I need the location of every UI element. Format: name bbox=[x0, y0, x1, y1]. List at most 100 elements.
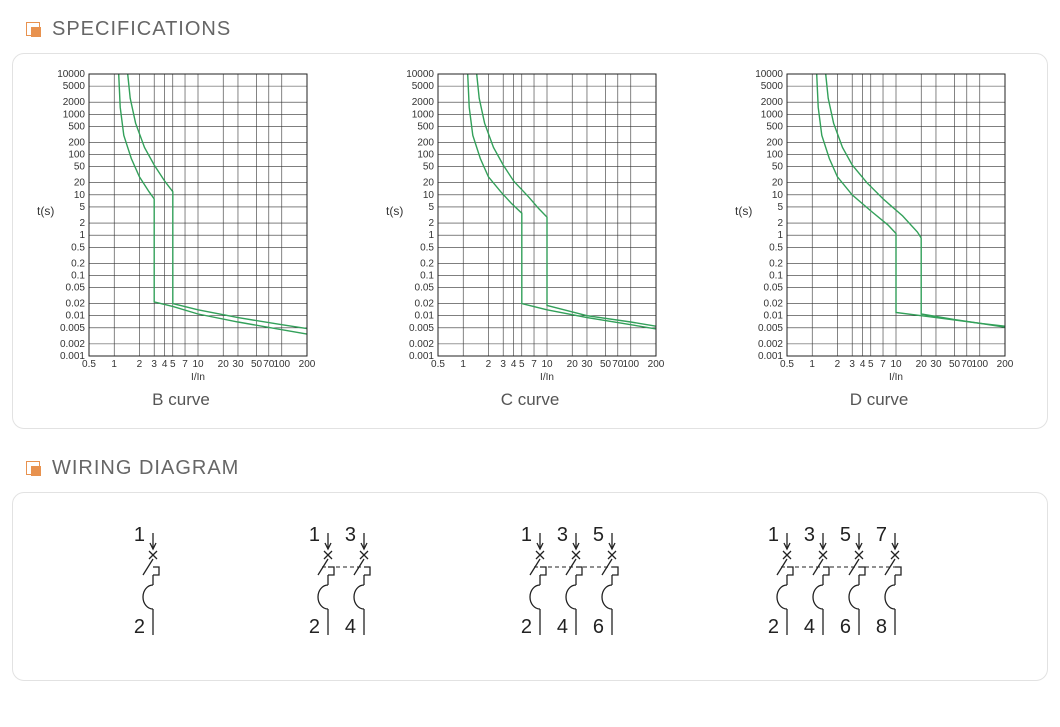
svg-text:20: 20 bbox=[772, 178, 784, 189]
svg-text:5: 5 bbox=[428, 202, 434, 213]
svg-text:30: 30 bbox=[232, 359, 244, 370]
svg-text:200: 200 bbox=[417, 137, 434, 148]
svg-text:3: 3 bbox=[804, 527, 815, 546]
svg-text:100: 100 bbox=[622, 359, 639, 370]
svg-text:10000: 10000 bbox=[57, 69, 85, 80]
svg-text:500: 500 bbox=[766, 121, 783, 132]
svg-text:0.05: 0.05 bbox=[764, 283, 784, 294]
svg-text:2: 2 bbox=[768, 616, 779, 638]
svg-text:6: 6 bbox=[840, 616, 851, 638]
svg-text:10000: 10000 bbox=[406, 69, 434, 80]
svg-text:0.5: 0.5 bbox=[420, 242, 434, 253]
svg-text:5: 5 bbox=[868, 359, 874, 370]
svg-text:0.005: 0.005 bbox=[409, 323, 434, 334]
svg-text:200: 200 bbox=[997, 359, 1014, 370]
svg-text:3: 3 bbox=[849, 359, 855, 370]
bullet-icon bbox=[26, 22, 42, 38]
chart-caption: D curve bbox=[850, 390, 909, 410]
svg-text:50: 50 bbox=[949, 359, 961, 370]
svg-text:2000: 2000 bbox=[63, 97, 86, 108]
svg-text:0.05: 0.05 bbox=[66, 283, 86, 294]
chart-caption: C curve bbox=[501, 390, 560, 410]
svg-text:100: 100 bbox=[68, 150, 85, 161]
svg-text:1: 1 bbox=[134, 527, 145, 546]
svg-text:6: 6 bbox=[593, 616, 604, 638]
trip-curve-chart: 0.0010.0020.0050.010.020.050.10.20.51251… bbox=[729, 68, 1029, 384]
svg-text:500: 500 bbox=[68, 121, 85, 132]
wiring-symbol: 12 bbox=[125, 527, 193, 647]
svg-text:50: 50 bbox=[74, 162, 86, 173]
svg-text:30: 30 bbox=[930, 359, 942, 370]
svg-text:5: 5 bbox=[840, 527, 851, 546]
svg-text:t(s): t(s) bbox=[735, 204, 752, 218]
svg-text:5000: 5000 bbox=[761, 81, 784, 92]
svg-text:200: 200 bbox=[68, 137, 85, 148]
svg-text:7: 7 bbox=[880, 359, 886, 370]
svg-text:0.5: 0.5 bbox=[71, 242, 85, 253]
svg-text:2: 2 bbox=[835, 359, 841, 370]
svg-text:5000: 5000 bbox=[412, 81, 435, 92]
svg-text:0.01: 0.01 bbox=[415, 311, 435, 322]
svg-text:4: 4 bbox=[804, 616, 815, 638]
svg-text:200: 200 bbox=[648, 359, 665, 370]
specifications-title: SPECIFICATIONS bbox=[52, 18, 231, 41]
svg-text:10: 10 bbox=[890, 359, 902, 370]
svg-text:0.1: 0.1 bbox=[769, 270, 783, 281]
svg-text:0.05: 0.05 bbox=[415, 283, 435, 294]
specifications-panel: 0.0010.0020.0050.010.020.050.10.20.51251… bbox=[12, 53, 1048, 429]
svg-text:3: 3 bbox=[500, 359, 506, 370]
svg-text:0.1: 0.1 bbox=[420, 270, 434, 281]
svg-text:1: 1 bbox=[777, 230, 783, 241]
svg-text:50: 50 bbox=[772, 162, 784, 173]
svg-text:4: 4 bbox=[511, 359, 517, 370]
chart-caption: B curve bbox=[152, 390, 210, 410]
svg-text:1000: 1000 bbox=[761, 109, 784, 120]
chart-cell: 0.0010.0020.0050.010.020.050.10.20.51251… bbox=[31, 68, 331, 410]
svg-text:100: 100 bbox=[766, 150, 783, 161]
svg-text:4: 4 bbox=[345, 616, 356, 638]
svg-text:4: 4 bbox=[162, 359, 168, 370]
wiring-header: WIRING DIAGRAM bbox=[26, 457, 1048, 480]
svg-text:2: 2 bbox=[137, 359, 143, 370]
svg-text:7: 7 bbox=[531, 359, 537, 370]
svg-text:0.1: 0.1 bbox=[71, 270, 85, 281]
svg-text:2: 2 bbox=[486, 359, 492, 370]
svg-text:I/In: I/In bbox=[540, 372, 554, 383]
svg-text:7: 7 bbox=[876, 527, 887, 546]
svg-text:0.5: 0.5 bbox=[82, 359, 96, 370]
svg-text:50: 50 bbox=[423, 162, 435, 173]
svg-text:5: 5 bbox=[519, 359, 525, 370]
svg-text:1000: 1000 bbox=[412, 109, 435, 120]
svg-text:1: 1 bbox=[521, 527, 532, 546]
svg-text:t(s): t(s) bbox=[37, 204, 54, 218]
svg-text:1: 1 bbox=[460, 359, 466, 370]
svg-text:0.02: 0.02 bbox=[66, 299, 86, 310]
svg-text:1: 1 bbox=[309, 527, 320, 546]
svg-text:0.002: 0.002 bbox=[409, 339, 434, 350]
svg-text:50: 50 bbox=[600, 359, 612, 370]
svg-text:3: 3 bbox=[557, 527, 568, 546]
svg-text:5: 5 bbox=[777, 202, 783, 213]
svg-text:5: 5 bbox=[593, 527, 604, 546]
svg-text:5: 5 bbox=[79, 202, 85, 213]
charts-row: 0.0010.0020.0050.010.020.050.10.20.51251… bbox=[31, 68, 1029, 410]
svg-text:4: 4 bbox=[860, 359, 866, 370]
svg-text:0.01: 0.01 bbox=[764, 311, 784, 322]
svg-text:1: 1 bbox=[768, 527, 779, 546]
svg-text:200: 200 bbox=[766, 137, 783, 148]
svg-text:50: 50 bbox=[251, 359, 263, 370]
svg-text:2: 2 bbox=[134, 616, 145, 638]
svg-text:1: 1 bbox=[809, 359, 815, 370]
svg-text:20: 20 bbox=[423, 178, 435, 189]
svg-text:2: 2 bbox=[521, 616, 532, 638]
svg-text:5: 5 bbox=[170, 359, 176, 370]
svg-text:10: 10 bbox=[423, 190, 435, 201]
svg-text:20: 20 bbox=[74, 178, 86, 189]
svg-text:I/In: I/In bbox=[191, 372, 205, 383]
wiring-symbol: 123456 bbox=[512, 527, 652, 647]
bullet-icon bbox=[26, 461, 42, 477]
svg-text:2: 2 bbox=[79, 218, 85, 229]
wiring-item: 12 bbox=[125, 527, 193, 652]
svg-text:10: 10 bbox=[192, 359, 204, 370]
chart-cell: 0.0010.0020.0050.010.020.050.10.20.51251… bbox=[380, 68, 680, 410]
